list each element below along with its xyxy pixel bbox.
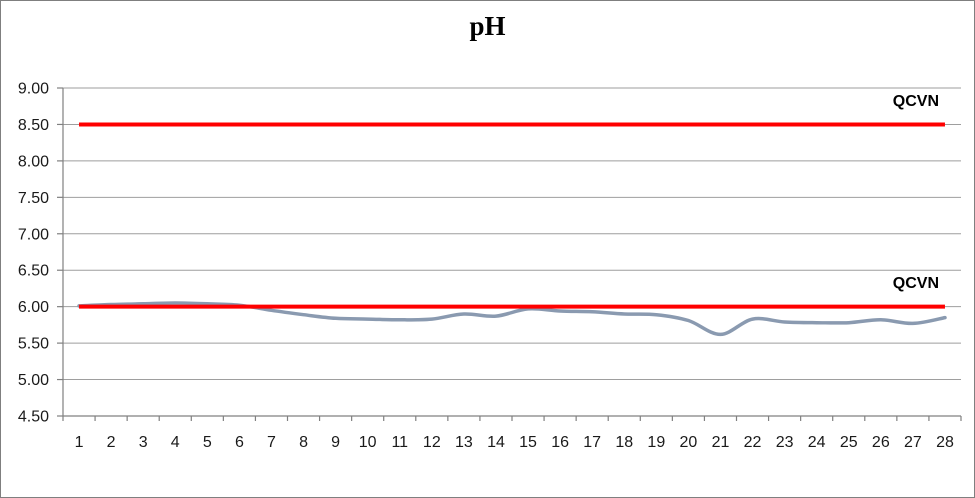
x-tick-label: 3 <box>139 434 148 451</box>
x-tick-label: 28 <box>936 434 954 451</box>
x-tick-label: 10 <box>359 434 377 451</box>
chart-title: pH <box>469 11 506 41</box>
x-tick-label: 23 <box>776 434 794 451</box>
x-tick-label: 5 <box>203 434 212 451</box>
y-tick-label: 8.50 <box>18 117 49 134</box>
x-tick-label: 22 <box>744 434 762 451</box>
y-tick-label: 4.50 <box>18 409 49 426</box>
y-tick-label: 5.00 <box>18 372 49 389</box>
x-tick-label: 9 <box>331 434 340 451</box>
x-tick-label: 27 <box>904 434 922 451</box>
upper-limit-label: QCVN <box>892 93 939 110</box>
series-line-pH <box>77 301 947 337</box>
x-tick-label: 11 <box>391 434 408 451</box>
y-tick-label: 7.50 <box>18 190 49 207</box>
x-tick-label: 25 <box>840 434 858 451</box>
x-tick-label: 18 <box>615 434 633 451</box>
lower-limit-label: QCVN <box>892 275 939 292</box>
x-tick-label: 6 <box>235 434 244 451</box>
x-tick-label: 19 <box>647 434 665 451</box>
x-tick-label: 13 <box>455 434 473 451</box>
x-tick-label: 4 <box>171 434 180 451</box>
y-tick-label: 7.00 <box>18 226 49 243</box>
x-tick-label: 7 <box>267 434 276 451</box>
x-tick-label: 8 <box>299 434 308 451</box>
x-tick-label: 2 <box>107 434 116 451</box>
x-tick-label: 1 <box>75 434 84 451</box>
y-tick-label: 6.50 <box>18 263 49 280</box>
x-tick-label: 24 <box>808 434 826 451</box>
x-tick-label: 16 <box>551 434 569 451</box>
y-tick-label: 6.00 <box>18 299 49 316</box>
x-tick-label: 17 <box>583 434 601 451</box>
x-tick-label: 26 <box>872 434 890 451</box>
y-tick-label: 5.50 <box>18 336 49 353</box>
x-tick-label: 14 <box>487 434 505 451</box>
x-tick-label: 15 <box>519 434 537 451</box>
x-tick-label: 20 <box>679 434 697 451</box>
x-tick-label: 12 <box>423 434 441 451</box>
x-tick-label: 21 <box>712 434 730 451</box>
y-tick-label: 8.00 <box>18 153 49 170</box>
y-tick-label: 9.00 <box>18 81 49 98</box>
